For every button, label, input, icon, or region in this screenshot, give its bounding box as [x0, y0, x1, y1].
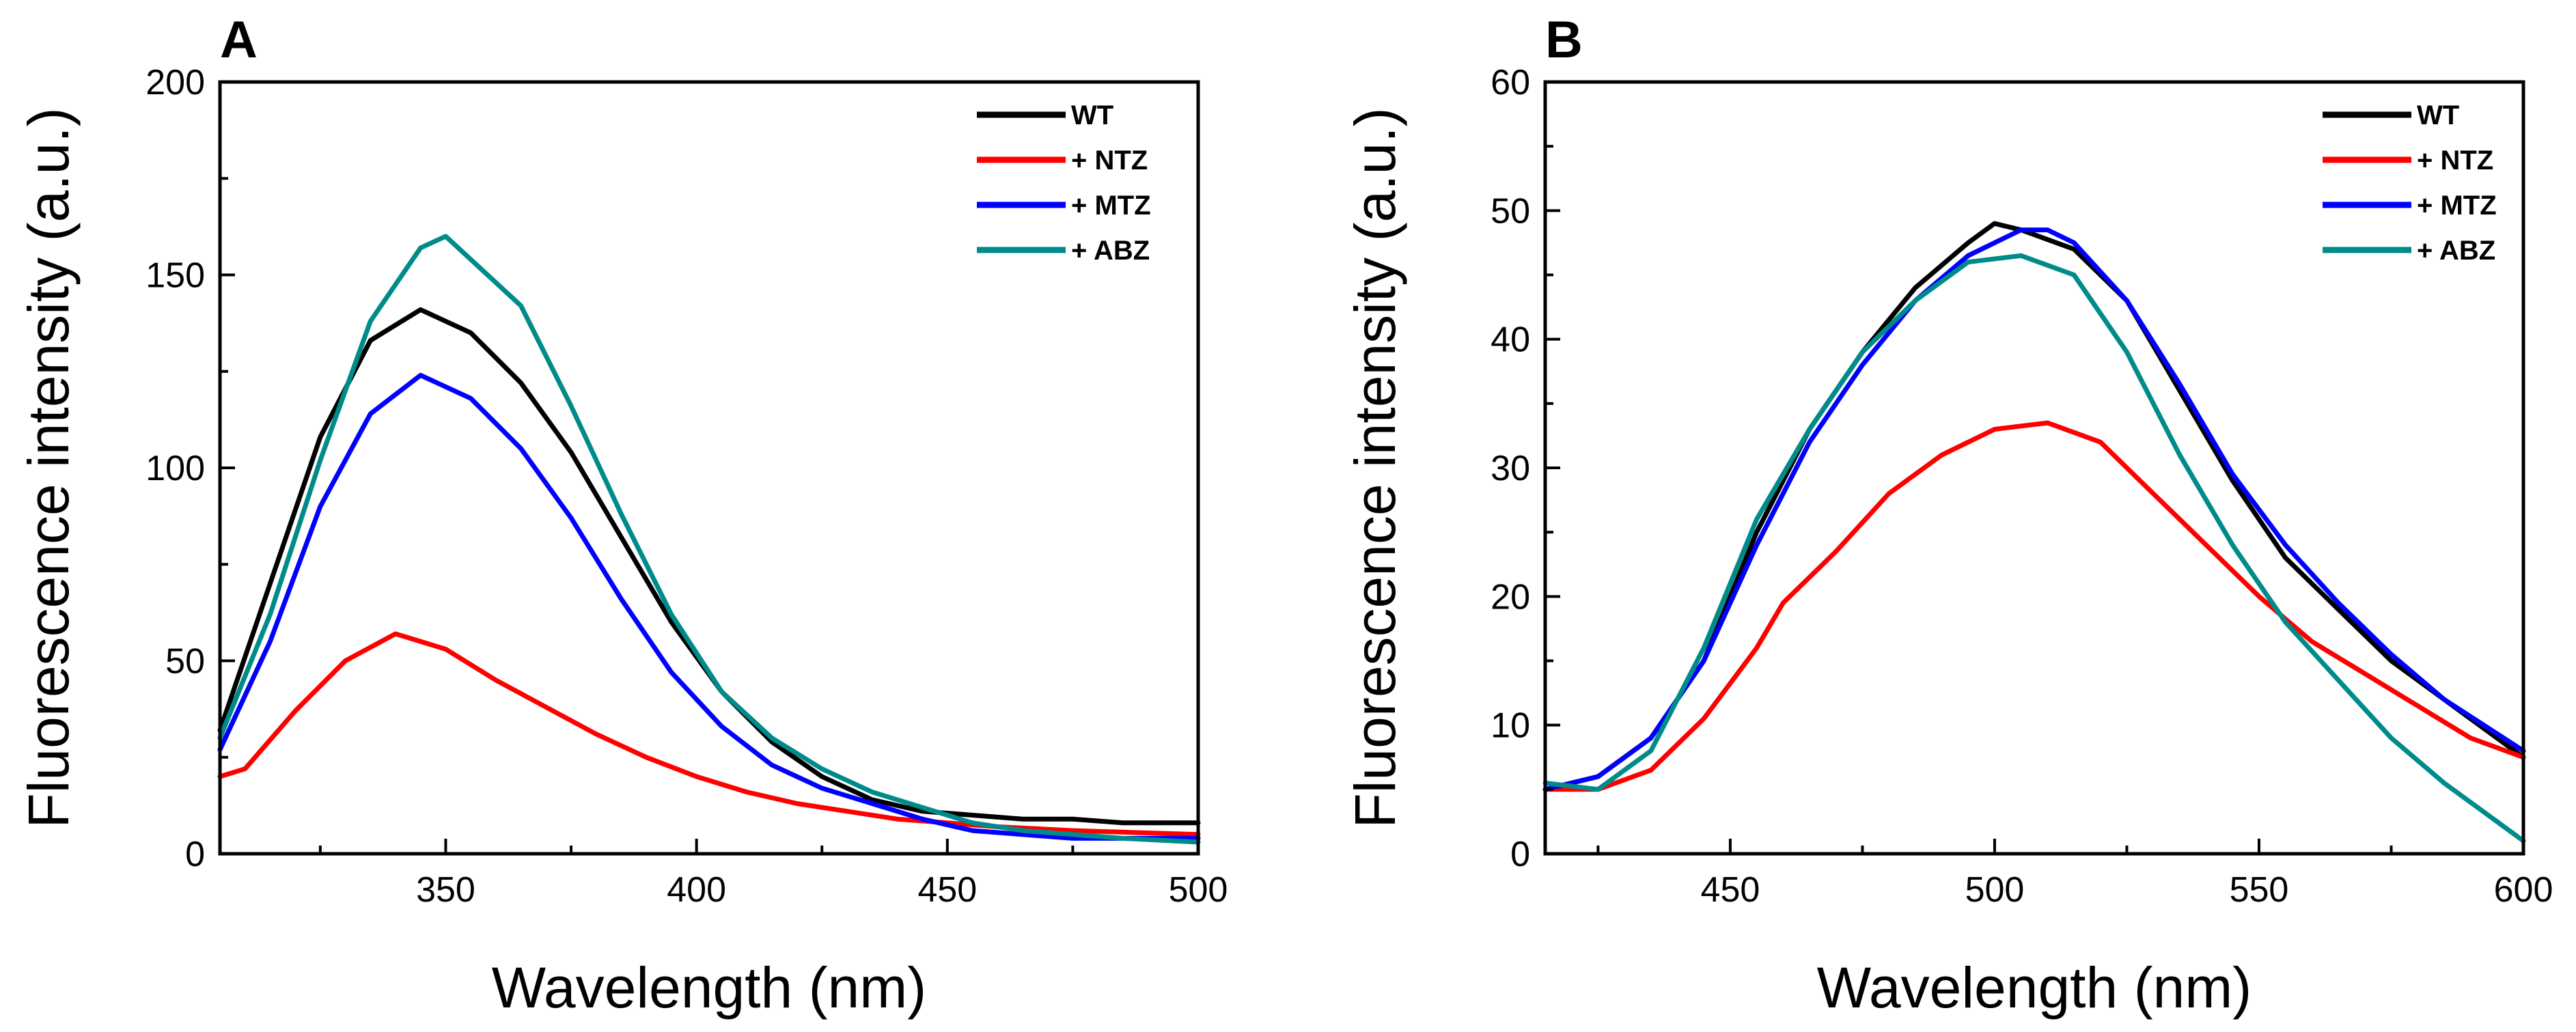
legend-b: WT + NTZ + MTZ + ABZ — [2323, 100, 2497, 266]
x-tick-label-b-450: 450 — [1701, 870, 1760, 910]
series-line-a-3 — [217, 372, 1201, 841]
chart-panel-a: A 350 400 450 500 0 50 100 150 200 Wavelength (n… — [16, 11, 1228, 1020]
y-axis-title-a: Fluorescence intensity (a.u.) — [16, 107, 81, 828]
x-tick-label-b-550: 550 — [2230, 870, 2289, 910]
y-tick-label-a-200: 200 — [146, 63, 205, 102]
x-tick-label-a-500: 500 — [1169, 870, 1228, 910]
series-line-a-2 — [217, 631, 1201, 837]
y-tick-label-a-50: 50 — [165, 642, 205, 682]
legend-label-b-3: + MTZ — [2417, 191, 2497, 221]
plot-frame-b — [1543, 80, 2525, 856]
series-line-b-4 — [1542, 253, 2526, 843]
x-axis-title-a: Wavelength (nm) — [492, 956, 926, 1020]
x-tick-label-b-500: 500 — [1965, 870, 2025, 910]
x-tick-label-a-450: 450 — [917, 870, 977, 910]
legend-label-b-4: + ABZ — [2417, 236, 2495, 266]
series-line-a-1 — [217, 307, 1201, 826]
chart-panel-b: B 450 500 550 600 0 10 20 30 40 50 60 Wavelength (… — [1343, 11, 2553, 1020]
series-group-a — [217, 234, 1201, 845]
series-line-b-1 — [1542, 221, 2526, 792]
series-line-a-4 — [217, 234, 1201, 845]
legend-label-b-1: WT — [2417, 100, 2459, 130]
plot-frame-a — [218, 80, 1200, 856]
y-tick-label-b-10: 10 — [1491, 706, 1530, 746]
legend-label-a-2: + NTZ — [1071, 145, 1148, 176]
series-group-b — [1542, 221, 2526, 843]
y-tick-label-b-60: 60 — [1491, 63, 1530, 102]
ticks-b — [1545, 81, 2525, 855]
panel-label-b: B — [1545, 11, 1583, 69]
y-tick-label-b-0: 0 — [1510, 835, 1530, 874]
legend-label-a-3: + MTZ — [1071, 191, 1151, 221]
legend-a: WT + NTZ + MTZ + ABZ — [977, 100, 1151, 266]
legend-label-b-2: + NTZ — [2417, 145, 2493, 176]
y-tick-label-b-40: 40 — [1491, 320, 1530, 360]
legend-label-a-4: + ABZ — [1071, 236, 1150, 266]
series-line-b-3 — [1542, 227, 2526, 792]
legend-label-a-1: WT — [1071, 100, 1113, 130]
series-line-b-2 — [1542, 420, 2526, 792]
y-tick-label-b-20: 20 — [1491, 577, 1530, 617]
y-tick-label-a-0: 0 — [185, 835, 205, 874]
x-tick-label-a-400: 400 — [667, 870, 726, 910]
ticks-a — [220, 81, 1200, 855]
y-tick-label-b-30: 30 — [1491, 449, 1530, 488]
x-tick-label-b-600: 600 — [2494, 870, 2553, 910]
x-axis-title-b: Wavelength (nm) — [1817, 956, 2252, 1020]
panel-label-a: A — [220, 11, 258, 69]
tick-labels-a: 350 400 450 500 0 50 100 150 200 — [146, 63, 1228, 910]
y-tick-label-a-100: 100 — [146, 449, 205, 488]
y-tick-label-b-50: 50 — [1491, 191, 1530, 231]
x-tick-label-a-350: 350 — [416, 870, 475, 910]
y-axis-title-b: Fluorescence intensity (a.u.) — [1343, 107, 1407, 828]
y-tick-label-a-150: 150 — [146, 256, 205, 296]
tick-labels-b: 450 500 550 600 0 10 20 30 40 50 60 — [1491, 63, 2553, 910]
